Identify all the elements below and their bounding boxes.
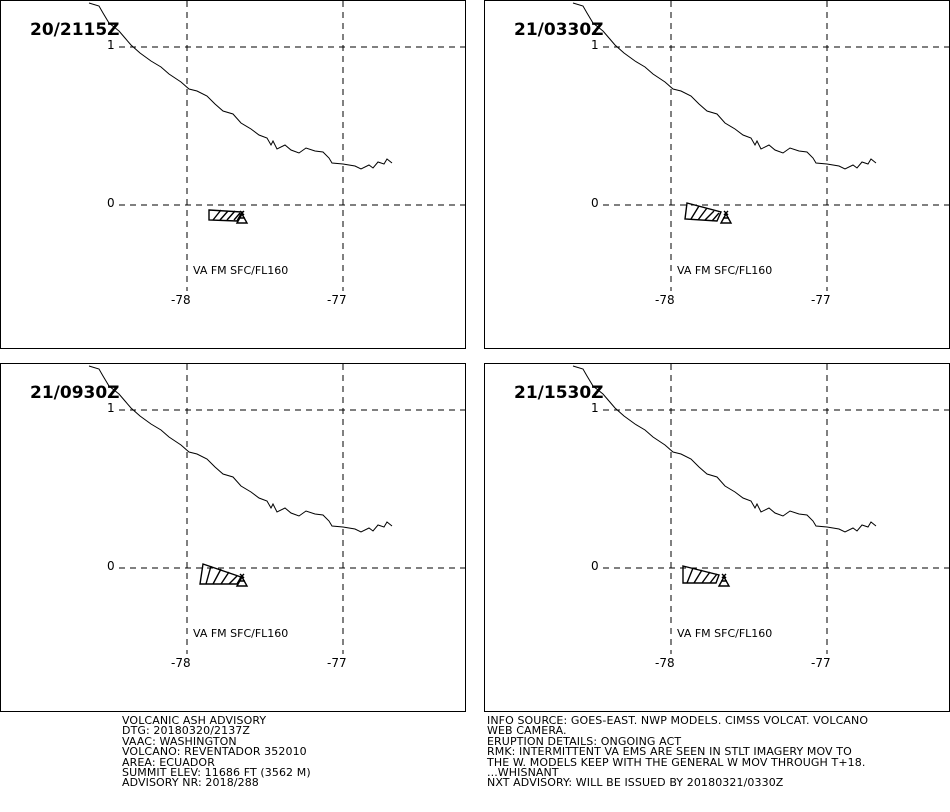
volcano-icon <box>235 573 249 587</box>
lat-label-1: 1 <box>591 401 599 415</box>
next-advisory: NXT ADVISORY: WILL BE ISSUED BY 20180321… <box>487 776 784 790</box>
forecast-panel-3: 21/0930Z 1 0 -78 -77 VA FM SFC/FL160 <box>0 363 466 712</box>
info-source-line-cont: WEB CAMERA. <box>487 724 567 738</box>
map-canvas <box>88 1 465 291</box>
advisory-dtg: DTG: 20180320/2137Z <box>122 724 251 738</box>
lon-label-left: -78 <box>655 293 675 307</box>
advisory-number: ADVISORY NR: 2018/288 <box>122 776 259 790</box>
lat-label-0: 0 <box>107 559 115 573</box>
advisory-remarks-block: INFO SOURCE: GOES-EAST. NWP MODELS. CIMS… <box>487 714 869 790</box>
lon-label-right: -77 <box>327 656 347 670</box>
lat-label-1: 1 <box>107 401 115 415</box>
lat-label-1: 1 <box>591 38 599 52</box>
graticule <box>603 364 949 654</box>
va-altitude-label: VA FM SFC/FL160 <box>193 264 289 277</box>
lon-label-left: -78 <box>171 293 191 307</box>
va-altitude-label: VA FM SFC/FL160 <box>193 627 289 640</box>
ash-polygon <box>199 563 249 587</box>
map-canvas <box>572 1 949 291</box>
graticule <box>119 1 465 291</box>
ash-polygon <box>208 209 249 224</box>
forecast-panel-1: 20/2115Z 1 0 -78 -77 VA FM SFC/FL160 <box>0 0 466 349</box>
panel-time-label: 21/1530Z <box>514 383 604 403</box>
coastline <box>572 2 877 170</box>
map-canvas <box>88 364 465 654</box>
lon-label-right: -77 <box>811 656 831 670</box>
volcano-icon <box>235 210 249 224</box>
lon-label-right: -77 <box>327 293 347 307</box>
coastline <box>572 365 877 533</box>
ash-polygon <box>682 565 731 587</box>
advisory-header-block: VOLCANIC ASH ADVISORY DTG: 20180320/2137… <box>122 714 311 790</box>
va-altitude-label: VA FM SFC/FL160 <box>677 264 773 277</box>
info-source-line: INFO SOURCE: GOES-EAST. NWP MODELS. CIMS… <box>487 714 869 727</box>
remarks-line-cont: THE W. MODELS KEEP WITH THE GENERAL W MO… <box>487 755 866 769</box>
volcano-icon <box>719 210 733 224</box>
map-canvas <box>572 364 949 654</box>
panel-time-label: 21/0930Z <box>30 383 120 403</box>
va-altitude-label: VA FM SFC/FL160 <box>677 627 773 640</box>
forecast-panel-2: 21/0330Z 1 0 -78 -77 VA FM SFC/FL160 <box>484 0 950 349</box>
forecaster-signature: ...WHISNANT <box>487 766 559 780</box>
volcano-icon <box>717 573 731 587</box>
graticule <box>603 1 949 291</box>
lon-label-right: -77 <box>811 293 831 307</box>
ash-polygon <box>684 202 733 224</box>
lat-label-0: 0 <box>591 196 599 210</box>
panel-time-label: 20/2115Z <box>30 20 120 40</box>
lat-label-1: 1 <box>107 38 115 52</box>
lat-label-0: 0 <box>107 196 115 210</box>
advisory-summit-elev: SUMMIT ELEV: 11686 FT (3562 M) <box>122 766 311 780</box>
graticule <box>119 364 465 654</box>
advisory-vaac: VAAC: WASHINGTON <box>122 734 237 748</box>
lon-label-left: -78 <box>171 656 191 670</box>
lon-label-left: -78 <box>655 656 675 670</box>
advisory-title: VOLCANIC ASH ADVISORY <box>122 714 267 727</box>
lat-label-0: 0 <box>591 559 599 573</box>
panel-time-label: 21/0330Z <box>514 20 604 40</box>
advisory-volcano: VOLCANO: REVENTADOR 352010 <box>122 745 307 759</box>
advisory-area: AREA: ECUADOR <box>122 755 215 769</box>
eruption-details: ERUPTION DETAILS: ONGOING ACT <box>487 734 682 748</box>
coastline <box>88 2 393 170</box>
forecast-panel-4: 21/1530Z 1 0 -78 -77 VA FM SFC/FL160 <box>484 363 950 712</box>
remarks-line: RMK: INTERMITTENT VA EMS ARE SEEN IN STL… <box>487 745 852 759</box>
coastline <box>88 365 393 533</box>
